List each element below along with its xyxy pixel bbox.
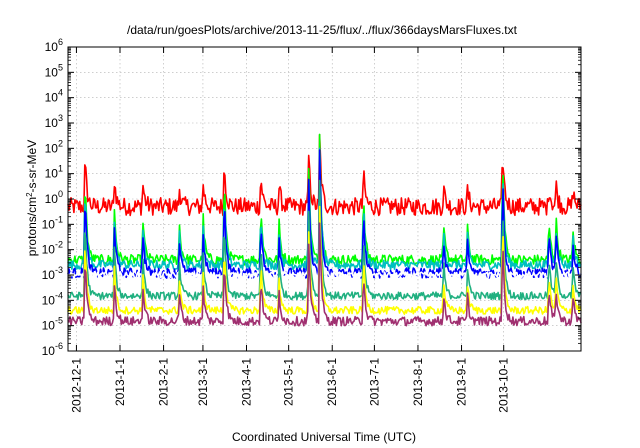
x-axis-label: Coordinated Universal Time (UTC) bbox=[232, 430, 416, 444]
x-tick-label: 2013-4-1 bbox=[239, 358, 253, 406]
y-tick-label: 102 bbox=[45, 138, 63, 155]
y-tick-label: 10-5 bbox=[42, 316, 63, 333]
series-line bbox=[67, 147, 582, 271]
y-tick-label: 10-2 bbox=[42, 240, 63, 257]
y-tick-label: 10-3 bbox=[42, 265, 63, 282]
y-tick-label: 106 bbox=[45, 37, 63, 54]
y-axis-label: protons/cm2-s-sr-MeV bbox=[25, 140, 40, 256]
y-tick-label: 105 bbox=[45, 62, 63, 79]
x-tick-label: 2013-5-1 bbox=[282, 358, 296, 406]
series-line bbox=[67, 133, 582, 217]
x-tick-label: 2013-9-1 bbox=[455, 358, 469, 406]
y-tick-label: 10-6 bbox=[42, 341, 63, 358]
y-tick-label: 101 bbox=[45, 164, 63, 181]
x-tick-label: 2012-12-1 bbox=[69, 358, 83, 413]
y-tick-label: 10-1 bbox=[42, 214, 63, 231]
x-tick-label: 2013-7-1 bbox=[367, 358, 381, 406]
x-tick-label: 2013-1-1 bbox=[113, 358, 127, 406]
y-tick-label: 10-4 bbox=[42, 290, 63, 307]
x-axis: 2012-12-1 2013-1-1 2013-2-1 2013-3-1 2013-4-… bbox=[69, 47, 511, 413]
x-tick-label: 2013-6-1 bbox=[325, 358, 339, 406]
x-tick-label: 2013-2-1 bbox=[157, 358, 171, 406]
series-line bbox=[67, 222, 582, 327]
series-group bbox=[67, 133, 582, 327]
series-line bbox=[67, 205, 582, 316]
x-tick-label: 2013-8-1 bbox=[411, 358, 425, 406]
x-tick-label: 2013-10-1 bbox=[497, 358, 511, 413]
y-tick-label: 100 bbox=[45, 189, 63, 206]
y-axis: 10-6 10-5 10-4 10-3 10-2 10-1 100 101 102 103 104 1… bbox=[42, 37, 581, 358]
chart-title: /data/run/goesPlots/archive/2013-11-25/f… bbox=[127, 23, 518, 37]
x-tick-label: 2013-3-1 bbox=[196, 358, 210, 406]
series-line bbox=[67, 242, 582, 279]
y-tick-label: 104 bbox=[45, 88, 63, 105]
y-tick-label: 103 bbox=[45, 113, 63, 130]
series-line bbox=[67, 179, 581, 301]
